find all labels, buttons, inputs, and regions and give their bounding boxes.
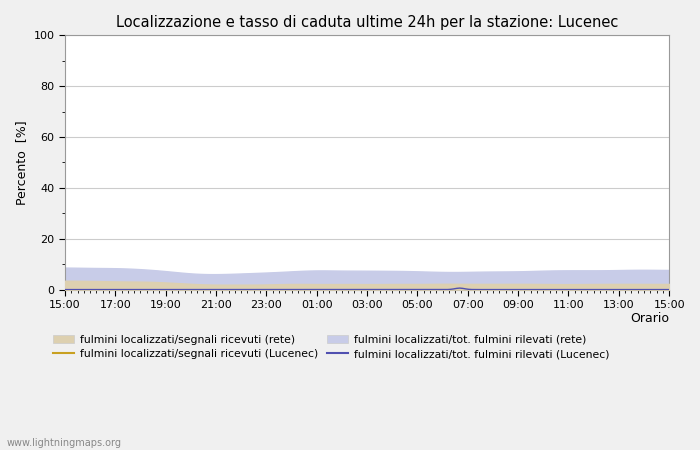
Y-axis label: Percento  [%]: Percento [%] [15,120,28,205]
Text: Orario: Orario [630,312,669,325]
Legend: fulmini localizzati/segnali ricevuti (rete), fulmini localizzati/segnali ricevut: fulmini localizzati/segnali ricevuti (re… [48,331,613,364]
Title: Localizzazione e tasso di caduta ultime 24h per la stazione: Lucenec: Localizzazione e tasso di caduta ultime … [116,15,618,30]
Text: www.lightningmaps.org: www.lightningmaps.org [7,438,122,448]
